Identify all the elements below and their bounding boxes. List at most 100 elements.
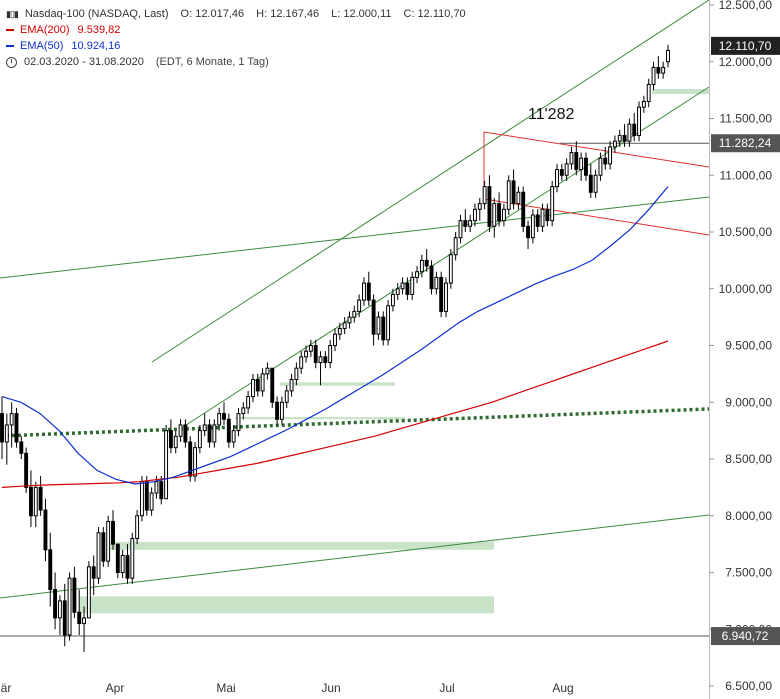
candle-body [140,481,144,517]
candle-body [584,157,588,176]
candle-body [434,276,439,290]
last-price-label: 12.110,70 [719,39,772,53]
candle-body [381,316,386,341]
candle-body [183,424,188,443]
range-info: (EDT, 6 Monate, 1 Tag) [155,56,269,68]
ohlc-low: L: 12.000,11 [331,8,392,20]
x-tick-label: Jun [321,681,340,695]
candle-body [651,66,656,85]
candle-body [342,322,347,329]
time-axis: är Apr Mai Jun Jul Aug [1,681,574,695]
candle-body [149,492,154,511]
candle-body [453,237,458,256]
x-tick-label: Mai [216,681,235,695]
candle-body [439,276,444,312]
candle-body [96,532,101,579]
x-tick-label: Apr [106,681,125,695]
candle-body [588,174,593,193]
y-tick-label: 12.000,00 [719,55,773,69]
candle-body [458,220,463,239]
candle-body [641,100,646,108]
candle-body [390,293,395,307]
y-tick-label: 12.500,00 [719,0,773,12]
ema50-label: EMA(50) [20,40,64,52]
legend-ema200-row: EMA(200) 9.539,82 [6,22,466,38]
candle-body [419,259,424,273]
candle-body [468,220,473,227]
ema50-swatch [6,45,14,47]
support-zones [79,88,709,614]
clock-icon [6,56,17,68]
candle-body [530,214,535,239]
candle-body [347,316,352,324]
candle-body [477,203,482,210]
candle-body [111,520,115,545]
candle-body [62,600,67,636]
candle-body [72,577,77,613]
candle-body [164,430,169,500]
candle-body [125,554,130,579]
y-tick-label: 8.000,00 [725,509,772,523]
candle-body [637,106,641,137]
y-tick-label: 6.500,00 [725,679,772,693]
candle-body [511,180,516,205]
candle-body [501,208,506,222]
candle-body [168,430,173,449]
candle-body [260,373,265,392]
candle-body [193,447,197,477]
candle-body [212,424,217,443]
candle-body [410,276,415,295]
legend-range-row: 02.03.2020 - 31.08.2020 (EDT, 6 Monate, … [6,54,466,70]
candle-body [188,441,193,477]
candle-body [448,254,453,284]
candle-body [646,83,651,102]
candle-body [251,379,255,398]
candle-body [564,163,569,176]
support-price-label: 6.940,72 [722,629,769,643]
long-support-line [0,514,710,599]
candle-body [43,509,48,551]
candle-body [656,66,661,74]
candle-body [14,413,19,443]
candle-body [632,123,637,137]
candle-body [323,356,328,364]
candle-body [255,379,260,392]
legend-ohlc-row: ▮▯▮ Nasdaq-100 (NASDAQ, Last) O: 12.017,… [6,6,466,22]
candle-body [550,186,555,222]
candle-body [376,316,381,335]
ema200-label: EMA(200) [20,24,70,36]
candle-body [386,305,391,341]
candle-body [299,356,304,369]
resistance-price-label-bg [711,134,780,153]
y-tick-label: 9.500,00 [725,339,772,353]
candle-body [492,203,497,227]
candle-body [217,413,222,426]
candle-body [559,169,564,176]
candle-body [405,282,410,295]
candle-body [0,413,4,443]
y-tick-label: 10.000,00 [719,282,773,296]
candle-body [275,401,280,420]
candle-body [598,157,603,176]
candle-body [38,486,43,511]
candle-body [400,282,405,290]
candle-body [4,424,9,443]
date-range: 02.03.2020 - 31.08.2020 [24,56,144,68]
candle-body [545,208,550,222]
support-zone [79,596,494,614]
candle-body [463,220,468,227]
candle-body [82,617,86,625]
candle-body [9,413,14,426]
candle-body [516,191,521,205]
candle-body [574,152,579,171]
candle-body [91,566,96,579]
level-annotation: 11'282 [528,106,574,123]
candle-body [284,390,289,403]
candle-body [617,135,622,142]
y-tick-label: 7.500,00 [725,566,772,580]
candle-body [101,532,106,562]
support-price-label-bg [711,627,780,646]
candle-body [130,537,135,579]
candle-body [159,481,164,500]
y-tick-label: 10.500,00 [719,225,773,239]
